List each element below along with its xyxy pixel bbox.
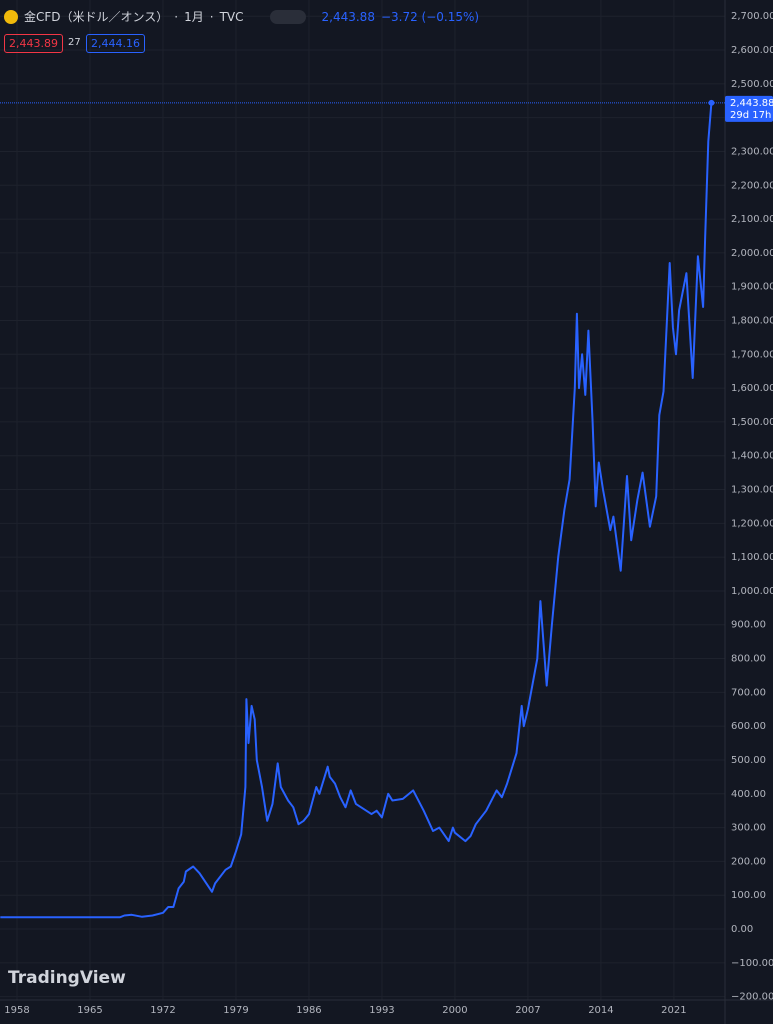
y-tick-label: 2,700.00: [731, 11, 773, 22]
y-tick-label: 2,500.00: [731, 79, 773, 90]
separator: ·: [209, 9, 214, 24]
x-tick-label: 1972: [150, 1005, 175, 1016]
y-tick-label: 500.00: [731, 755, 766, 766]
y-tick-label: 300.00: [731, 823, 766, 834]
x-tick-label: 1993: [369, 1005, 394, 1016]
interval[interactable]: 1月: [184, 10, 204, 24]
y-tick-label: 100.00: [731, 890, 766, 901]
x-tick-label: 2021: [661, 1005, 686, 1016]
price: 2,443.88: [321, 9, 375, 24]
y-tick-label: 2,600.00: [731, 45, 773, 56]
y-tick-label: 2,300.00: [731, 146, 773, 157]
y-tick-label: 600.00: [731, 721, 766, 732]
y-tick-label: 0.00: [731, 924, 753, 935]
ask[interactable]: 2,444.16: [86, 34, 145, 53]
x-tick-label: 2000: [442, 1005, 467, 1016]
y-tick-label: 900.00: [731, 620, 766, 631]
y-tick-label: 1,200.00: [731, 518, 773, 529]
last-price-label: 2,443.88: [730, 98, 773, 109]
x-tick-label: 2014: [588, 1005, 613, 1016]
change: −3.72 (−0.15%): [380, 9, 480, 24]
exchange: TVC: [219, 9, 244, 24]
y-tick-label: 200.00: [731, 856, 766, 867]
y-tick-label: 1,600.00: [731, 383, 773, 394]
x-tick-label: 2007: [515, 1005, 540, 1016]
last-price-badge: [725, 95, 773, 122]
y-tick-label: 1,700.00: [731, 349, 773, 360]
separator: ·: [174, 9, 179, 24]
y-tick-label: −200.00: [731, 992, 773, 1003]
y-tick-label: 2,200.00: [731, 180, 773, 191]
y-tick-label: 1,900.00: [731, 282, 773, 293]
y-tick-label: 700.00: [731, 687, 766, 698]
status-badge: [269, 9, 306, 24]
y-tick-label: −100.00: [731, 958, 773, 969]
y-tick-label: 2,000.00: [731, 248, 773, 259]
x-tick-label: 1958: [4, 1005, 29, 1016]
x-tick-label: 1979: [223, 1005, 248, 1016]
symbol-title[interactable]: 金CFD（米ドル／オンス）: [24, 10, 169, 24]
y-tick-label: 800.00: [731, 654, 766, 665]
symbol-icon: [4, 9, 18, 24]
countdown: 29d 17h: [730, 110, 771, 121]
bid[interactable]: 2,443.89: [4, 34, 63, 53]
x-tick-label: 1986: [296, 1005, 321, 1016]
y-tick-label: 1,300.00: [731, 485, 773, 496]
y-tick-label: 2,100.00: [731, 214, 773, 225]
last-point: [708, 99, 715, 106]
x-tick-label: 1965: [77, 1005, 102, 1016]
y-tick-label: 1,400.00: [731, 451, 773, 462]
y-tick-label: 1,000.00: [731, 586, 773, 597]
price-line: [0, 102, 713, 919]
y-tick-label: 1,800.00: [731, 315, 773, 326]
header: 金CFD（米ドル／オンス） · 1月 · TVC 2,443.88 −3.72 …: [4, 8, 479, 25]
y-tick-label: 400.00: [731, 789, 766, 800]
y-tick-label: 1,100.00: [731, 552, 773, 563]
brand-logo: TradingView: [8, 968, 126, 988]
spread: 27: [68, 37, 81, 48]
y-tick-label: 1,500.00: [731, 417, 773, 428]
